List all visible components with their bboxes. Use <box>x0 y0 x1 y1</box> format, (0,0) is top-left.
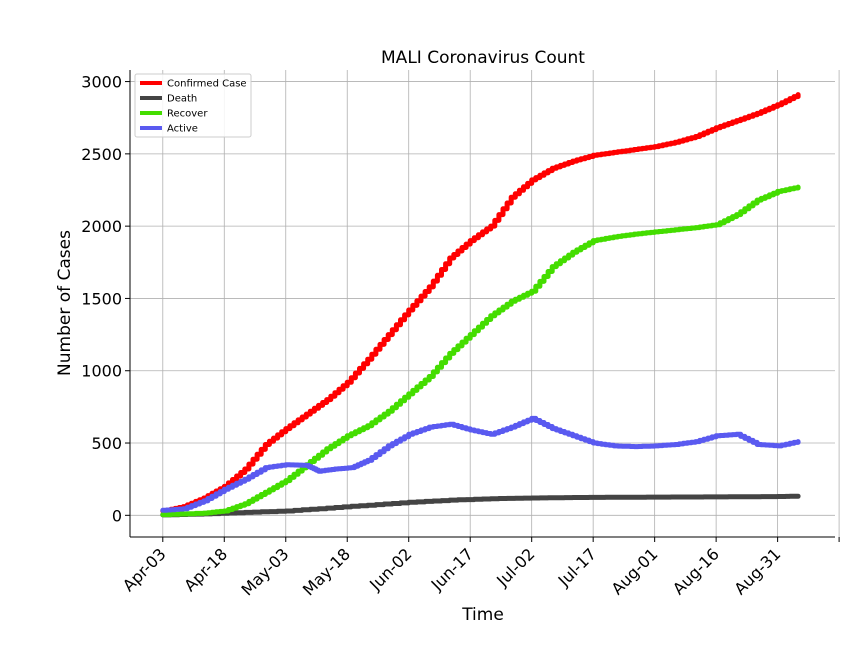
y-tick-label: 2500 <box>81 145 122 164</box>
legend-label: Recover <box>167 109 208 120</box>
legend-label: Death <box>167 94 197 105</box>
chart-title: MALI Coronavirus Count <box>381 48 585 68</box>
grid-layer <box>130 70 840 537</box>
y-tick-label: 500 <box>91 434 122 453</box>
x-tick-label: Apr-18 <box>180 544 231 595</box>
y-tick-label: 1000 <box>81 362 122 381</box>
x-tick-label: Aug-31 <box>730 544 784 598</box>
x-tick-label: May-18 <box>299 544 354 599</box>
series-layer <box>160 92 801 518</box>
legend-label: Confirmed Case <box>167 79 247 90</box>
x-tick-label: Jun-02 <box>365 544 415 594</box>
x-tick-label: Jul-02 <box>492 544 538 590</box>
legend-box <box>134 73 252 138</box>
series-line-death <box>160 493 801 518</box>
x-tick-label: May-03 <box>237 544 292 599</box>
x-tick-label: Aug-01 <box>607 544 661 598</box>
axes-layer: Apr-03 Apr-18 May-03 May-18 Jun-02 Jun-17 Jul-… <box>81 70 840 600</box>
x-tick-label: Apr-03 <box>119 544 170 595</box>
x-tick-label: Jun-17 <box>427 544 477 594</box>
legend-label: Active <box>167 124 198 135</box>
y-tick-label: 0 <box>112 506 122 525</box>
legend: Confirmed Case Death Recover Active <box>134 73 252 138</box>
y-tick-label: 1500 <box>81 289 122 308</box>
series-line-active <box>160 415 801 513</box>
x-tick-label: Jul-17 <box>554 544 600 590</box>
y-tick-label: 2000 <box>81 217 122 236</box>
series-line-recover <box>160 184 801 518</box>
series-line-confirmed-case <box>160 92 801 514</box>
y-axis-title: Number of Cases <box>55 230 75 376</box>
x-axis-title: Time <box>461 605 504 625</box>
x-tick-label: Aug-16 <box>669 544 723 598</box>
y-tick-label: 3000 <box>81 73 122 92</box>
